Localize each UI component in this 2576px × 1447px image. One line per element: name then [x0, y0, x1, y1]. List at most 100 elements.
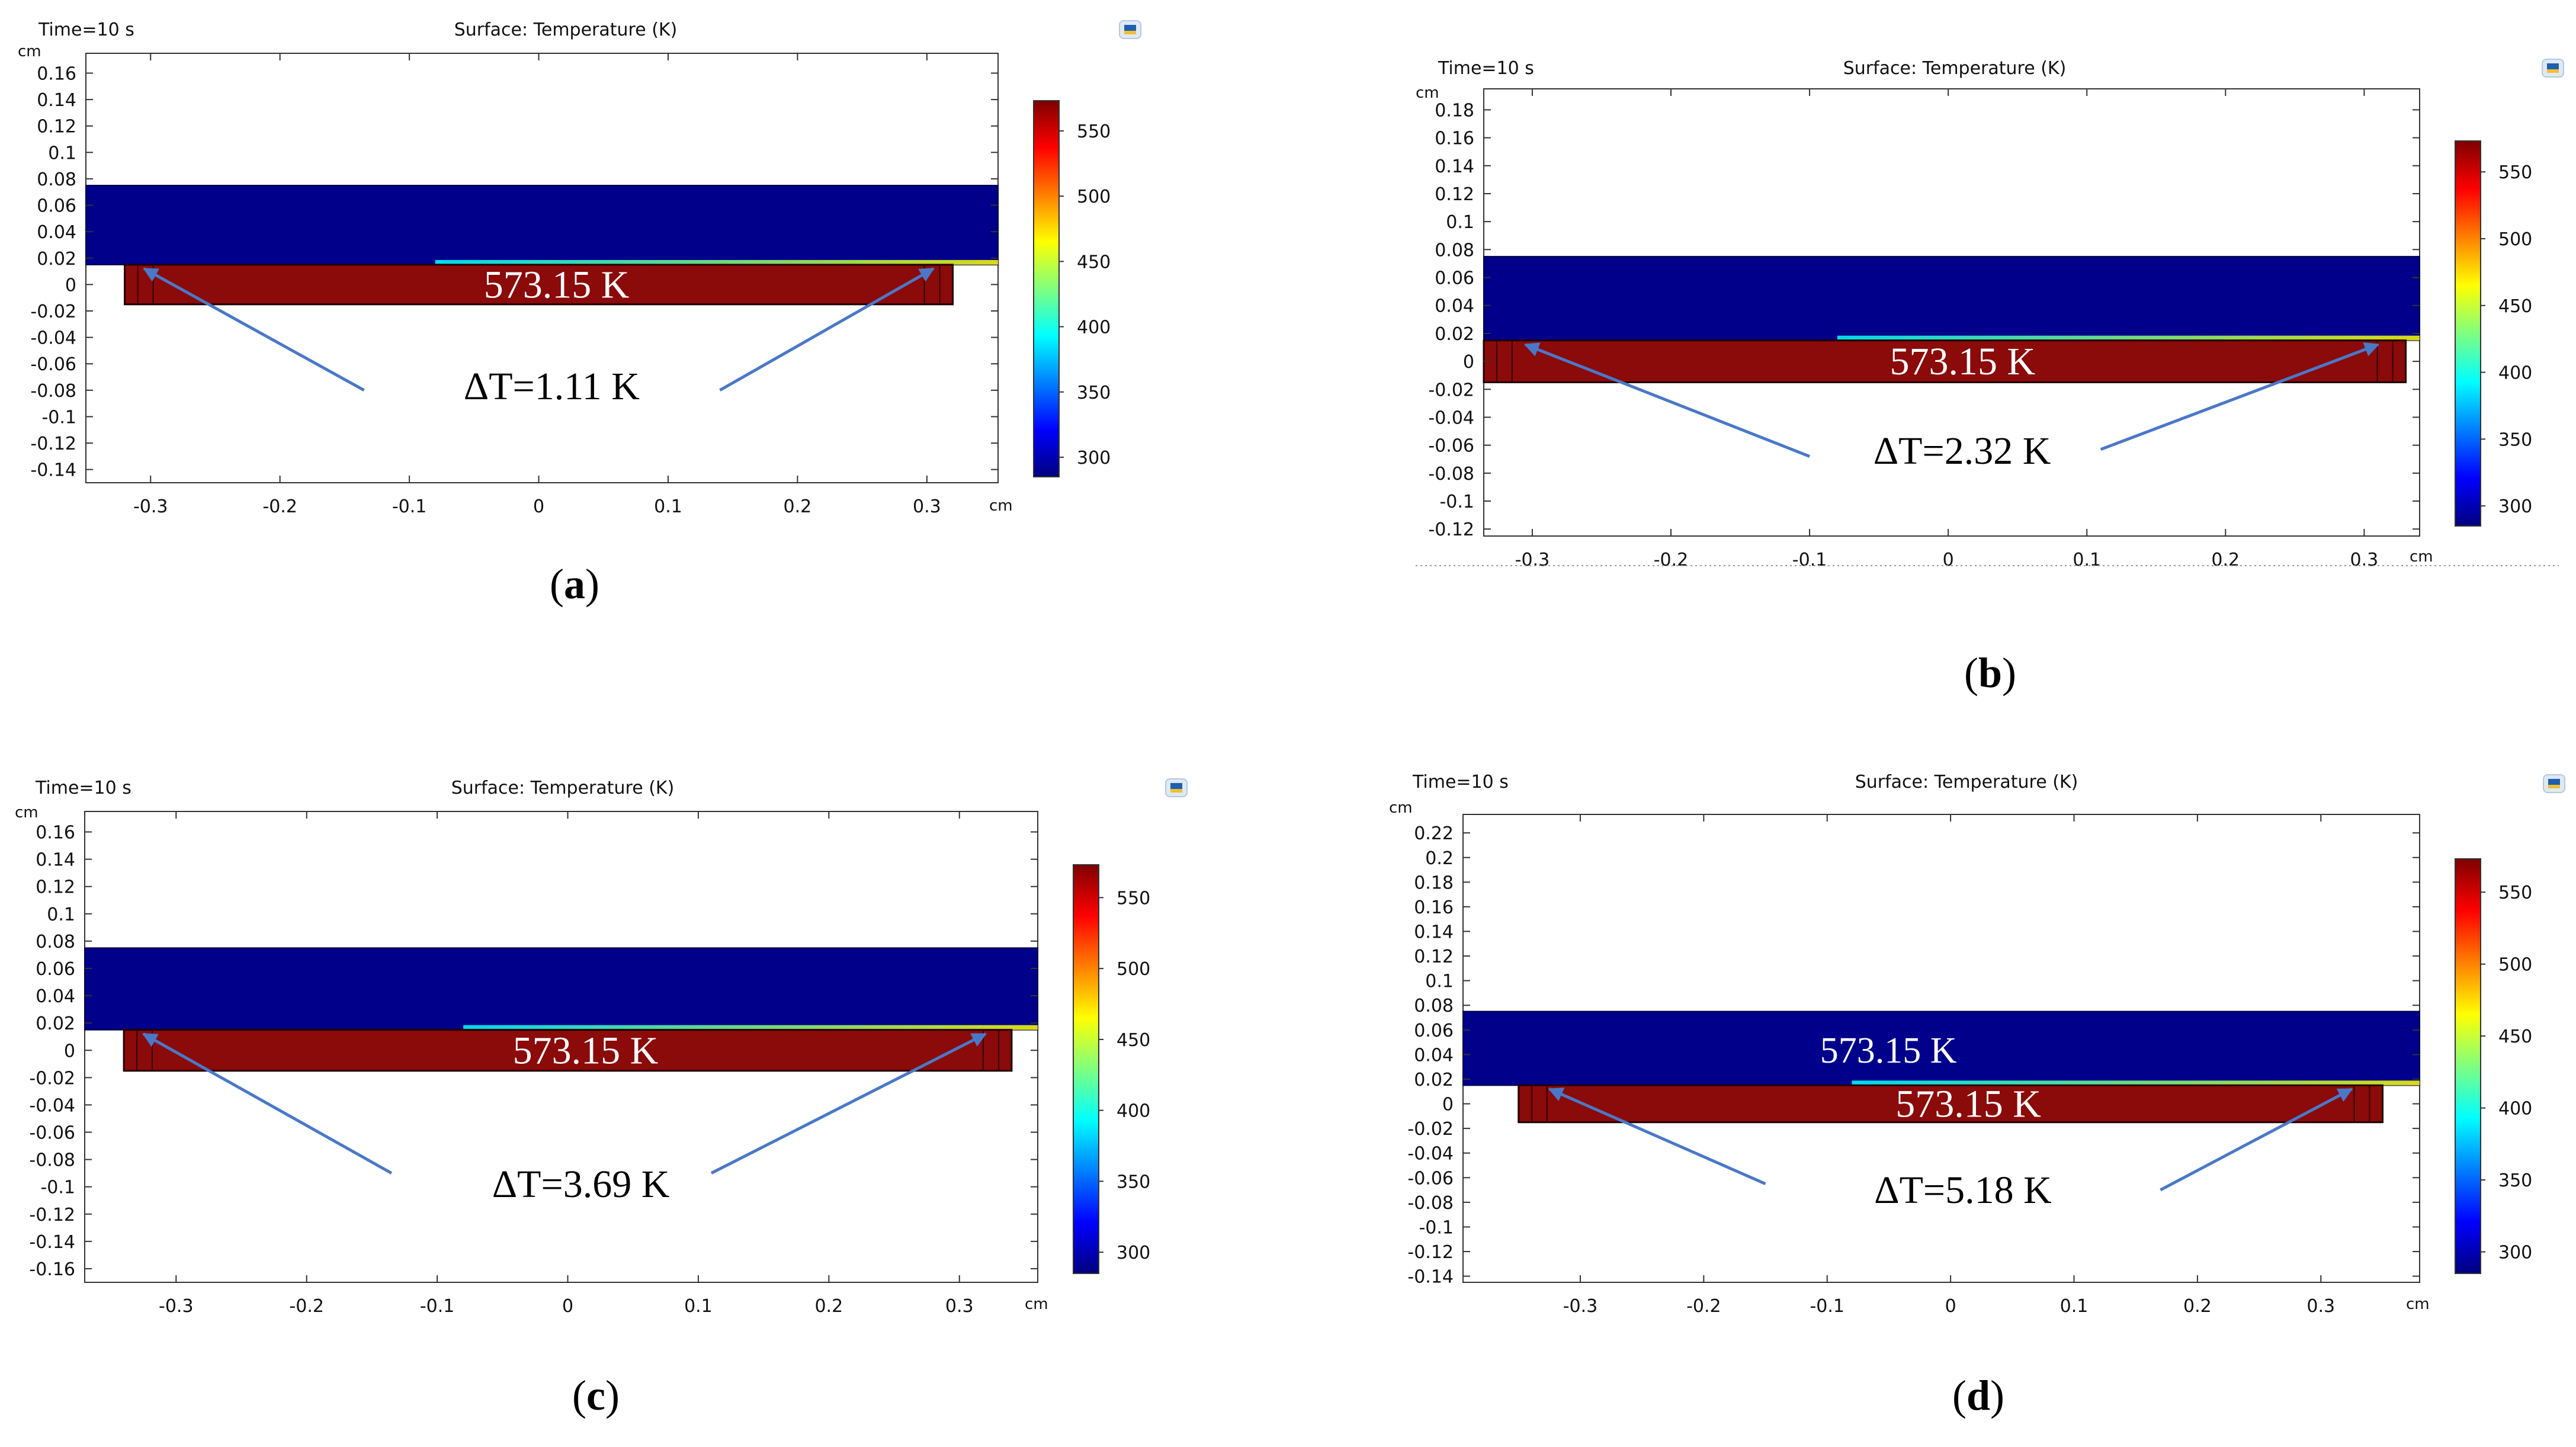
boundary-layer [435, 259, 998, 265]
x-unit-label: cm [1025, 1295, 1048, 1313]
boundary-layer [1837, 335, 2420, 341]
colorbar-tick-label: 500 [1117, 959, 1150, 980]
delta-arrow [710, 1032, 987, 1175]
y-tick-label: 0.08 [36, 932, 75, 952]
comsol-logo-icon [1119, 20, 1141, 39]
y-unit-label: cm [1416, 84, 1439, 102]
y-tick-label: 0.1 [47, 904, 75, 925]
panel-caption: (b) [1964, 649, 2016, 697]
delta-arrow [2160, 1087, 2353, 1192]
y-tick-label: -0.04 [1407, 1144, 1454, 1164]
panel-d: Time=10 s Surface: Temperature (K) 573.15 … [1389, 772, 2565, 1419]
x-tick-label: -0.1 [392, 496, 427, 517]
y-tick-label: -0.02 [30, 301, 76, 322]
y-tick-label: 0.1 [1446, 212, 1474, 233]
y-tick-label: 0.22 [1414, 823, 1454, 844]
x-tick-label: 0 [1943, 550, 1954, 570]
y-tick-label: 0.14 [1435, 156, 1474, 177]
y-tick-label: 0.02 [37, 249, 76, 269]
y-tick-label: 0.06 [37, 196, 76, 217]
x-tick-label: -0.1 [420, 1296, 455, 1317]
time-label: Time=10 s [35, 778, 131, 798]
time-label: Time=10 s [1438, 58, 1534, 79]
x-unit-label: cm [2406, 1295, 2430, 1313]
y-tick-label: 0.14 [1414, 922, 1454, 943]
time-label: Time=10 s [38, 20, 134, 40]
y-tick-label: 0.2 [1425, 848, 1454, 869]
lower-temp-label: 573.15 K [484, 263, 630, 306]
comsol-logo-icon [2543, 774, 2565, 793]
y-tick-label: 0 [1442, 1095, 1454, 1115]
y-tick-label: 0.16 [37, 63, 76, 84]
y-tick-label: 0.16 [1435, 129, 1474, 149]
y-unit-label: cm [15, 804, 39, 822]
logo-band [1170, 789, 1182, 793]
x-tick-label: 0.2 [2211, 550, 2240, 570]
colorbar-tick-label: 500 [2498, 229, 2532, 250]
y-tick-label: 0.12 [36, 877, 75, 898]
y-tick-label: -0.14 [1407, 1267, 1454, 1288]
colorbar [2455, 858, 2481, 1274]
y-tick-label: 0 [1463, 352, 1474, 373]
x-unit-label: cm [2410, 548, 2433, 566]
y-tick-label: -0.08 [1428, 464, 1474, 485]
colorbar-tick-label: 300 [1117, 1243, 1150, 1263]
panel-c: Time=10 s Surface: Temperature (K) 573.15 … [15, 778, 1188, 1419]
lower-domain [123, 1029, 1013, 1072]
x-tick-label: 0 [1945, 1296, 1956, 1317]
colorbar-tick-label: 550 [1077, 121, 1111, 142]
panel-caption: (d) [1952, 1372, 2004, 1419]
x-tick-label: -0.3 [133, 496, 168, 517]
y-tick-label: -0.12 [1407, 1242, 1454, 1263]
x-tick-label: 0.1 [2073, 550, 2101, 570]
upper-temp-label: 573.15 K [1820, 1031, 1957, 1071]
x-tick-label: 0.1 [654, 496, 682, 517]
y-tick-label: -0.08 [29, 1150, 75, 1171]
x-tick-label: -0.3 [159, 1296, 194, 1317]
y-tick-label: 0.1 [1425, 971, 1454, 992]
panel-caption: (a) [550, 560, 599, 608]
y-tick-label: 0.1 [48, 143, 76, 163]
y-tick-label: 0.04 [1435, 296, 1474, 317]
y-tick-label: -0.02 [29, 1068, 75, 1089]
colorbar-tick-label: 450 [2498, 296, 2532, 317]
y-tick-label: -0.14 [29, 1232, 75, 1253]
y-tick-label: -0.1 [41, 407, 76, 428]
delta-t-label: ΔT=3.69 K [492, 1163, 670, 1206]
y-tick-label: -0.04 [1428, 408, 1474, 428]
plot-title: Surface: Temperature (K) [1855, 772, 2078, 793]
y-tick-label: -0.08 [1407, 1193, 1454, 1214]
y-tick-label: 0.12 [37, 117, 76, 137]
x-tick-label: -0.3 [1515, 550, 1550, 570]
colorbar-tick-label: 500 [2498, 955, 2532, 976]
colorbar-tick-label: 400 [2498, 1099, 2532, 1119]
colorbar-tick-label: 450 [2498, 1026, 2532, 1047]
plot-title: Surface: Temperature (K) [1843, 58, 2067, 79]
x-tick-label: 0.2 [784, 496, 812, 517]
comsol-logo-icon [2542, 59, 2564, 78]
delta-t-label: ΔT=2.32 K [1874, 429, 2051, 473]
y-tick-label: -0.1 [1439, 492, 1474, 512]
time-label: Time=10 s [1412, 772, 1509, 793]
plot-title: Surface: Temperature (K) [451, 778, 675, 798]
colorbar [1073, 864, 1099, 1274]
colorbar-tick-label: 450 [1077, 252, 1111, 272]
x-tick-label: 0 [562, 1296, 573, 1317]
y-tick-label: 0.02 [36, 1013, 75, 1034]
y-tick-label: 0.06 [1435, 268, 1474, 289]
x-tick-label: 0.1 [684, 1296, 713, 1317]
panel-caption: (c) [572, 1372, 620, 1419]
y-tick-label: -0.04 [30, 328, 76, 349]
y-tick-label: -0.16 [29, 1259, 75, 1280]
y-tick-label: 0.06 [1414, 1021, 1454, 1041]
colorbar-tick-label: 550 [2498, 883, 2532, 903]
y-tick-label: -0.12 [1428, 519, 1474, 540]
y-tick-label: 0 [64, 1041, 75, 1061]
y-tick-label: -0.12 [30, 434, 76, 454]
boundary-layer [1852, 1080, 2420, 1086]
y-tick-label: 0.16 [36, 823, 75, 843]
lower-domain [124, 264, 954, 306]
panel-a: Time=10 s Surface: Temperature (K) 573.15 … [18, 20, 1141, 608]
x-tick-label: -0.2 [262, 496, 297, 517]
